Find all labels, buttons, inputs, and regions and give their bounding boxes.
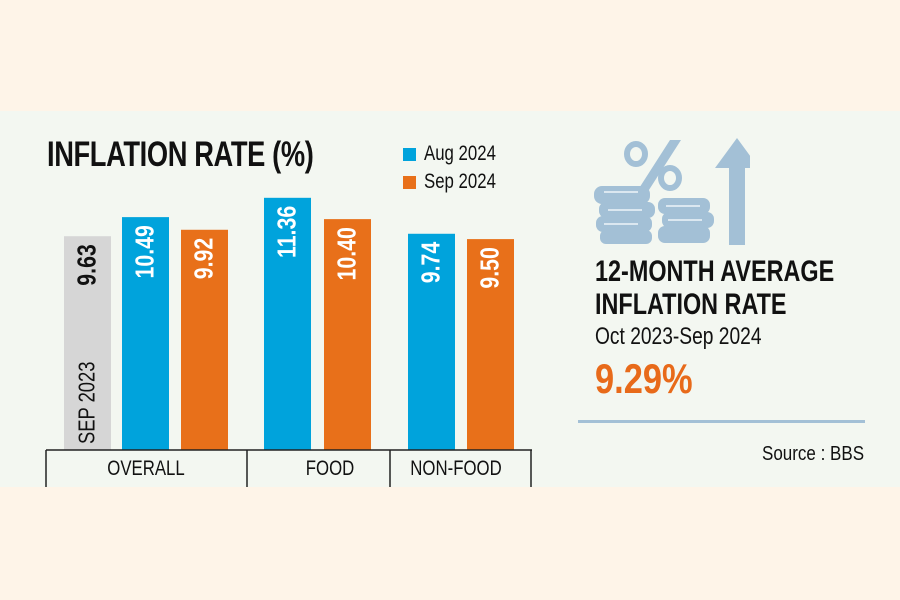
bar-sep-food <box>324 219 371 450</box>
average-value: 9.29% <box>595 355 693 402</box>
legend-label-aug: Aug 2024 <box>424 142 496 165</box>
legend-swatch-sep <box>403 175 416 189</box>
category-label-overall: OVERALL <box>107 457 184 480</box>
divider <box>578 420 865 423</box>
coins-percent-up-arrow-icon <box>590 130 759 250</box>
bar-label-aug-non-food: 9.74 <box>417 241 447 283</box>
average-summary: 12-MONTH AVERAGE INFLATION RATE Oct 2023… <box>595 255 900 403</box>
bar-reference-sep-2023 <box>64 236 111 450</box>
bar-label-aug-overall: 10.49 <box>131 225 161 278</box>
bar-aug-food <box>264 197 311 450</box>
bar-label-reference: 9.63 <box>73 244 103 285</box>
chart-title: INFLATION RATE (%) <box>47 135 314 174</box>
bar-aug-overall <box>122 217 169 450</box>
bar-sep-non-food <box>467 239 514 450</box>
legend-item-aug-2024: Aug 2024 <box>403 140 514 168</box>
bar-label-sep-overall: 9.92 <box>190 238 220 279</box>
bar-label-aug-food: 11.36 <box>273 206 303 258</box>
legend-label-sep: Sep 2024 <box>424 170 496 193</box>
source-note: Source : BBS <box>761 443 864 465</box>
average-period: Oct 2023-Sep 2024 <box>595 323 762 350</box>
bar-label-sep-non-food: 9.50 <box>476 247 506 288</box>
reference-series-label: SEP 2023 <box>75 362 100 444</box>
legend: Aug 2024 Sep 2024 <box>403 140 514 196</box>
category-label-food: FOOD <box>306 457 354 480</box>
bar-aug-non-food <box>408 233 455 450</box>
bar-label-sep-food: 10.40 <box>333 227 363 280</box>
category-label-non-food: NON-FOOD <box>410 457 501 480</box>
average-title-line2: INFLATION RATE <box>595 288 787 321</box>
average-title-line1: 12-MONTH AVERAGE <box>595 255 835 288</box>
legend-item-sep-2024: Sep 2024 <box>403 168 514 196</box>
legend-swatch-aug <box>403 147 416 161</box>
bar-sep-overall <box>181 229 228 450</box>
